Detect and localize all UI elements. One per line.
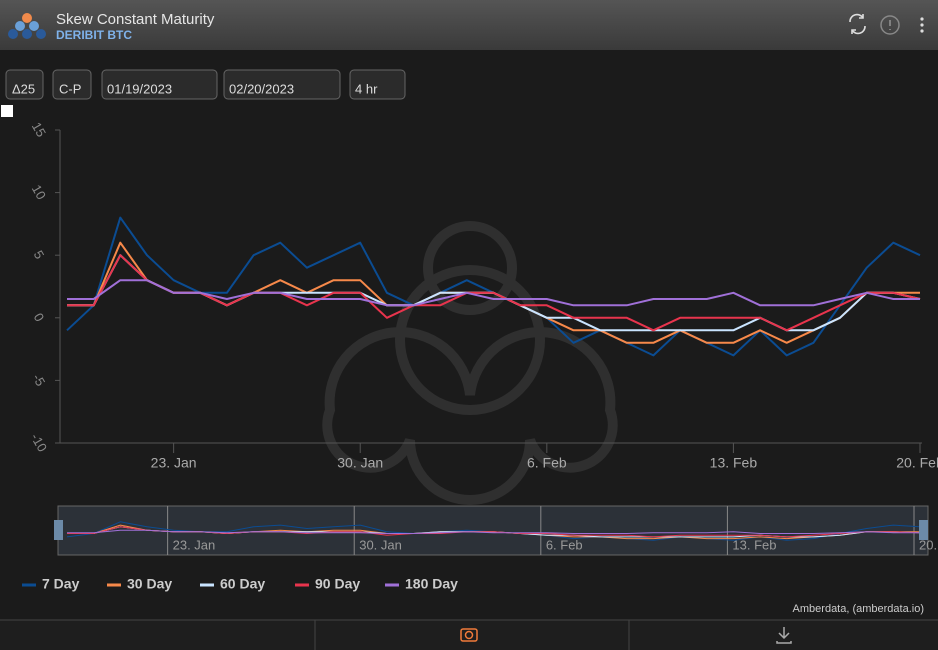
header-bar — [0, 0, 938, 50]
x-tick-label: 20. Feb — [896, 455, 938, 471]
series-line — [67, 279, 920, 307]
delta-value: Δ25 — [12, 81, 35, 96]
start-date-input[interactable] — [101, 69, 218, 100]
y-tick-label: 15 — [29, 119, 49, 139]
legend-label: 7 Day — [42, 576, 80, 592]
menu-icon[interactable] — [920, 17, 924, 33]
interval-value: 4 hr — [355, 81, 378, 96]
series-line — [67, 254, 921, 332]
legend-label: 60 Day — [220, 576, 265, 592]
legend-label: 30 Day — [127, 576, 172, 592]
end-value: 02/20/2023 — [229, 81, 294, 96]
toolbar — [0, 620, 938, 650]
end-date-input[interactable] — [223, 69, 341, 100]
info-icon[interactable] — [880, 15, 900, 35]
navigator-tick-label: 13. Feb — [732, 537, 776, 552]
navigator-tick-label: 20. Feb — [919, 537, 938, 552]
asset: BTC — [107, 28, 132, 42]
legend-label: 180 Day — [405, 576, 458, 592]
watermark — [322, 221, 618, 505]
y-tick-label: 0 — [31, 310, 48, 324]
controls — [5, 69, 406, 100]
navigator-line — [67, 529, 920, 534]
navigator-tick-label: 6. Feb — [546, 537, 583, 552]
navigator-handle-left[interactable] — [54, 520, 63, 540]
start-value: 01/19/2023 — [107, 81, 172, 96]
legend-label: 90 Day — [315, 576, 360, 592]
y-tick-label: -10 — [28, 431, 50, 455]
credit: Amberdata, (amberdata.io) — [793, 603, 924, 615]
navigator-tick-label: 23. Jan — [173, 537, 216, 552]
navigator-handle-right[interactable] — [919, 520, 928, 540]
logo — [8, 13, 46, 39]
exchange: DERIBIT — [56, 28, 105, 42]
control-labels: Δ25 C-P 01/19/2023 02/20/2023 4 hr — [12, 81, 378, 96]
y-tick-label: 10 — [29, 182, 49, 202]
x-tick-label: 30. Jan — [337, 455, 383, 471]
x-tick-label: 6. Feb — [527, 455, 567, 471]
refresh-icon[interactable] — [849, 13, 866, 35]
navigator-tick-label: 30. Jan — [359, 537, 402, 552]
delta-input[interactable] — [5, 69, 44, 100]
y-tick-label: -5 — [30, 371, 49, 389]
y-tick-label: 5 — [31, 248, 48, 262]
subtitle: DERIBIT BTC — [56, 28, 132, 42]
title: Skew Constant Maturity — [56, 11, 215, 28]
checkbox[interactable] — [1, 105, 13, 117]
x-tick-label: 23. Jan — [151, 455, 197, 471]
navigator-series: 23. Jan 30. Jan 6. Feb 13. Feb 20. Feb — [66, 506, 938, 555]
mode-input[interactable] — [52, 69, 92, 100]
navigator[interactable] — [57, 505, 929, 556]
mode-value: C-P — [59, 81, 81, 96]
interval-input[interactable] — [349, 69, 406, 100]
x-tick-label: 13. Feb — [710, 455, 758, 471]
download-icon[interactable] — [776, 627, 792, 644]
camera-icon[interactable] — [460, 628, 478, 642]
